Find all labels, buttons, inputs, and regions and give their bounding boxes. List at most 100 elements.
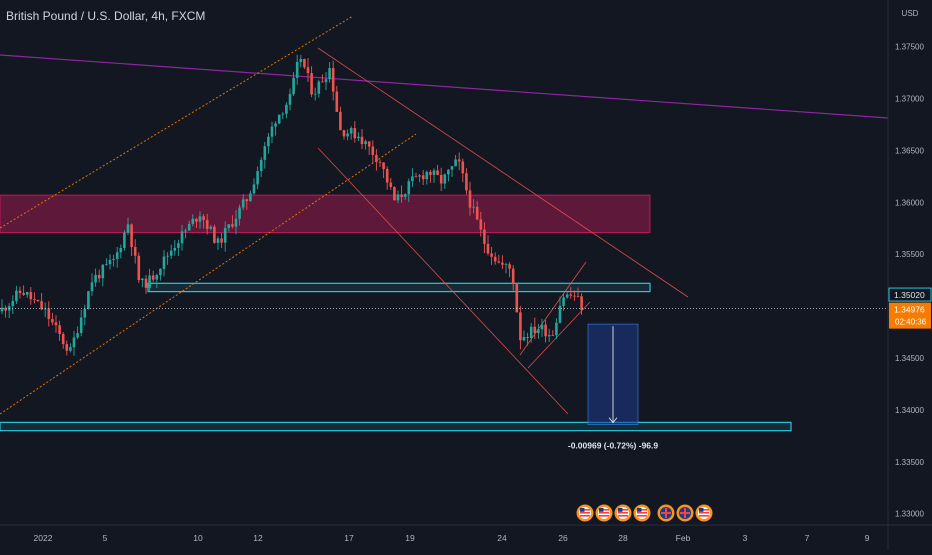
channel-down-upper[interactable]: [317, 47, 689, 298]
y-tick-label: 1.34500: [895, 354, 924, 363]
candle-body: [177, 243, 180, 248]
candle-body: [101, 264, 105, 279]
candle-body: [367, 141, 371, 147]
candle-body: [54, 322, 58, 326]
trendline-descending[interactable]: [0, 54, 888, 119]
candle-body: [18, 290, 22, 293]
candle-body: [22, 292, 25, 295]
y-tick-label: 1.36500: [895, 146, 924, 155]
candle-body: [274, 123, 277, 127]
candle-body: [270, 126, 274, 137]
candle-body: [504, 264, 508, 265]
candle-body: [223, 228, 227, 243]
candle-body: [126, 224, 130, 233]
candle-body: [241, 199, 245, 208]
candle-body: [83, 308, 87, 318]
candle-body: [475, 206, 479, 220]
candle-body: [97, 274, 101, 279]
candle-body: [227, 224, 231, 229]
candle-body: [263, 146, 267, 160]
candle-body: [79, 317, 83, 334]
candle-body: [497, 261, 501, 263]
candle-body: [339, 111, 342, 131]
x-tick-label: 5: [103, 533, 108, 543]
candle-body: [61, 333, 65, 345]
uk-flag-icon[interactable]: [676, 504, 694, 522]
us-flag-icon[interactable]: [614, 504, 632, 522]
resistance-box[interactable]: [147, 282, 651, 293]
flag-stripe: [699, 509, 709, 511]
candle-body: [238, 207, 241, 219]
candle-body: [155, 274, 159, 280]
candle-body: [439, 174, 443, 184]
candle-body: [15, 290, 18, 302]
flag-stripe: [580, 509, 590, 511]
candle-body: [25, 292, 29, 295]
channel-down-lower[interactable]: [317, 147, 569, 415]
candle-body: [58, 325, 61, 334]
y-tick-label: 1.35500: [895, 250, 924, 259]
flag-stripe: [618, 512, 628, 514]
candle-body: [115, 252, 119, 259]
candle-body: [540, 324, 544, 330]
candle-body: [526, 337, 529, 338]
candle-body: [468, 190, 472, 208]
candle-body: [501, 262, 504, 265]
flag-stripe: [599, 515, 609, 517]
supply-zone[interactable]: [0, 194, 651, 233]
candle-body: [288, 94, 292, 105]
candle-body: [299, 58, 303, 63]
us-flag-icon[interactable]: [695, 504, 713, 522]
candle-body: [382, 162, 385, 169]
us-flag-icon[interactable]: [633, 504, 651, 522]
current-price-tag: [889, 302, 931, 329]
candle-body: [144, 278, 148, 288]
candle-body: [371, 146, 375, 155]
flag-stripe: [699, 515, 709, 517]
uk-flag-icon[interactable]: [657, 504, 675, 522]
plot-area: [0, 15, 888, 432]
candle-body: [389, 182, 393, 188]
us-flag-icon[interactable]: [576, 504, 594, 522]
candle-body: [249, 193, 252, 202]
candle-body: [166, 255, 169, 257]
candle-body: [231, 224, 234, 227]
flag-stripe: [580, 515, 590, 517]
candle-body: [90, 282, 94, 292]
channel-upper-line[interactable]: [0, 15, 354, 229]
x-tick-label: 3: [743, 533, 748, 543]
candle-body: [324, 79, 328, 83]
candle-body: [205, 220, 209, 229]
candle-body: [195, 218, 198, 222]
channel-lower-line[interactable]: [0, 133, 417, 415]
candle-body: [69, 347, 72, 351]
x-tick-label: 24: [497, 533, 507, 543]
target-box[interactable]: [0, 421, 792, 432]
candle-body: [425, 171, 429, 180]
candle-body: [555, 322, 558, 336]
candle-body: [94, 274, 97, 283]
candle-body: [220, 238, 223, 243]
x-tick-label: 26: [558, 533, 568, 543]
y-tick-label: 1.34000: [895, 406, 924, 415]
x-tick-label: 2022: [34, 533, 53, 543]
candle-body: [565, 294, 569, 298]
current-price-value: 1.34976: [894, 305, 925, 315]
flag-stripe: [580, 512, 590, 514]
candle-body: [483, 229, 486, 244]
candle-body: [173, 247, 177, 251]
candle-body: [259, 159, 263, 172]
wedge-lower[interactable]: [527, 301, 591, 369]
x-tick-label: 9: [865, 533, 870, 543]
us-flag-icon[interactable]: [595, 504, 613, 522]
flag-canton: [599, 508, 604, 512]
candle-body: [213, 226, 216, 243]
candle-body: [493, 256, 497, 262]
resistance-price-value: 1.35020: [894, 290, 925, 300]
candle-body: [414, 176, 418, 178]
candle-body: [569, 294, 573, 296]
measure-label: -0.00969 (-0.72%) -96.9: [568, 441, 659, 451]
x-tick-label: 10: [193, 533, 203, 543]
